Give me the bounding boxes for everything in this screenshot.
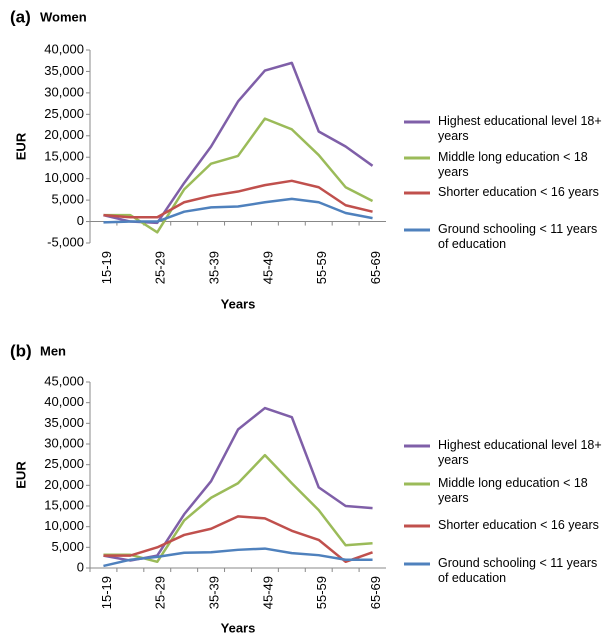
series-line (103, 179, 373, 219)
legend-label: Middle long education < 18 years (438, 150, 588, 179)
y-tick-label: 25,000 (44, 106, 84, 121)
y-tick-label: 5,000 (51, 192, 84, 207)
series-line (103, 515, 373, 564)
series-line (103, 197, 373, 224)
y-tick-label: 10,000 (44, 518, 84, 533)
panel-label: (a) (10, 7, 31, 26)
x-tick-label: 45-49 (260, 576, 275, 609)
x-tick-label: 25-29 (153, 251, 168, 284)
y-tick-label: 15,000 (44, 149, 84, 164)
y-tick-label: 0 (77, 559, 84, 574)
y-tick-label: 45,000 (44, 373, 84, 388)
y-tick-label: 10,000 (44, 170, 84, 185)
x-tick-label: 25-29 (153, 576, 168, 609)
x-tick-label: 35-39 (207, 251, 222, 284)
y-tick-label: 25,000 (44, 456, 84, 471)
x-axis-label: Years (221, 296, 256, 311)
y-tick-label: 0 (77, 213, 84, 228)
y-tick-label: 15,000 (44, 497, 84, 512)
x-tick-label: 15-19 (99, 576, 114, 609)
y-tick-label: 35,000 (44, 415, 84, 430)
legend-label: Middle long education < 18 years (438, 476, 588, 505)
y-axis-label: EUR (13, 132, 28, 160)
x-axis-label: Years (221, 620, 256, 635)
legend-label: Ground schooling < 11 years of education (438, 556, 598, 585)
legend-label: Shorter education < 16 years (438, 518, 599, 532)
x-tick-label: 15-19 (99, 251, 114, 284)
series-line (103, 547, 373, 568)
series-line (103, 117, 374, 234)
x-tick-label: 45-49 (260, 251, 275, 284)
y-axis-label: EUR (13, 461, 28, 489)
x-tick-label: 55-59 (314, 251, 329, 284)
y-tick-label: 35,000 (44, 63, 84, 78)
y-tick-label: 30,000 (44, 84, 84, 99)
y-tick-label: 40,000 (44, 394, 84, 409)
y-tick-label: 30,000 (44, 435, 84, 450)
legend-label: Shorter education < 16 years (438, 185, 599, 199)
series-line (103, 61, 374, 225)
x-tick-label: 65-69 (368, 251, 383, 284)
x-tick-label: 55-59 (314, 576, 329, 609)
x-tick-label: 35-39 (207, 576, 222, 609)
y-tick-label: 20,000 (44, 477, 84, 492)
y-tick-label: 5,000 (51, 539, 84, 554)
legend-label: Ground schooling < 11 years of education (438, 222, 598, 251)
panel-label: (b) (10, 341, 32, 360)
chart-title: Women (40, 9, 87, 24)
legend-label: Highest educational level 18+ years (438, 438, 602, 467)
chart-title: Men (40, 343, 66, 358)
legend-label: Highest educational level 18+ years (438, 114, 602, 143)
x-tick-label: 65-69 (368, 576, 383, 609)
y-tick-label: -5,000 (47, 234, 84, 249)
y-tick-label: 40,000 (44, 41, 84, 56)
y-tick-label: 20,000 (44, 127, 84, 142)
series-line (103, 453, 373, 564)
